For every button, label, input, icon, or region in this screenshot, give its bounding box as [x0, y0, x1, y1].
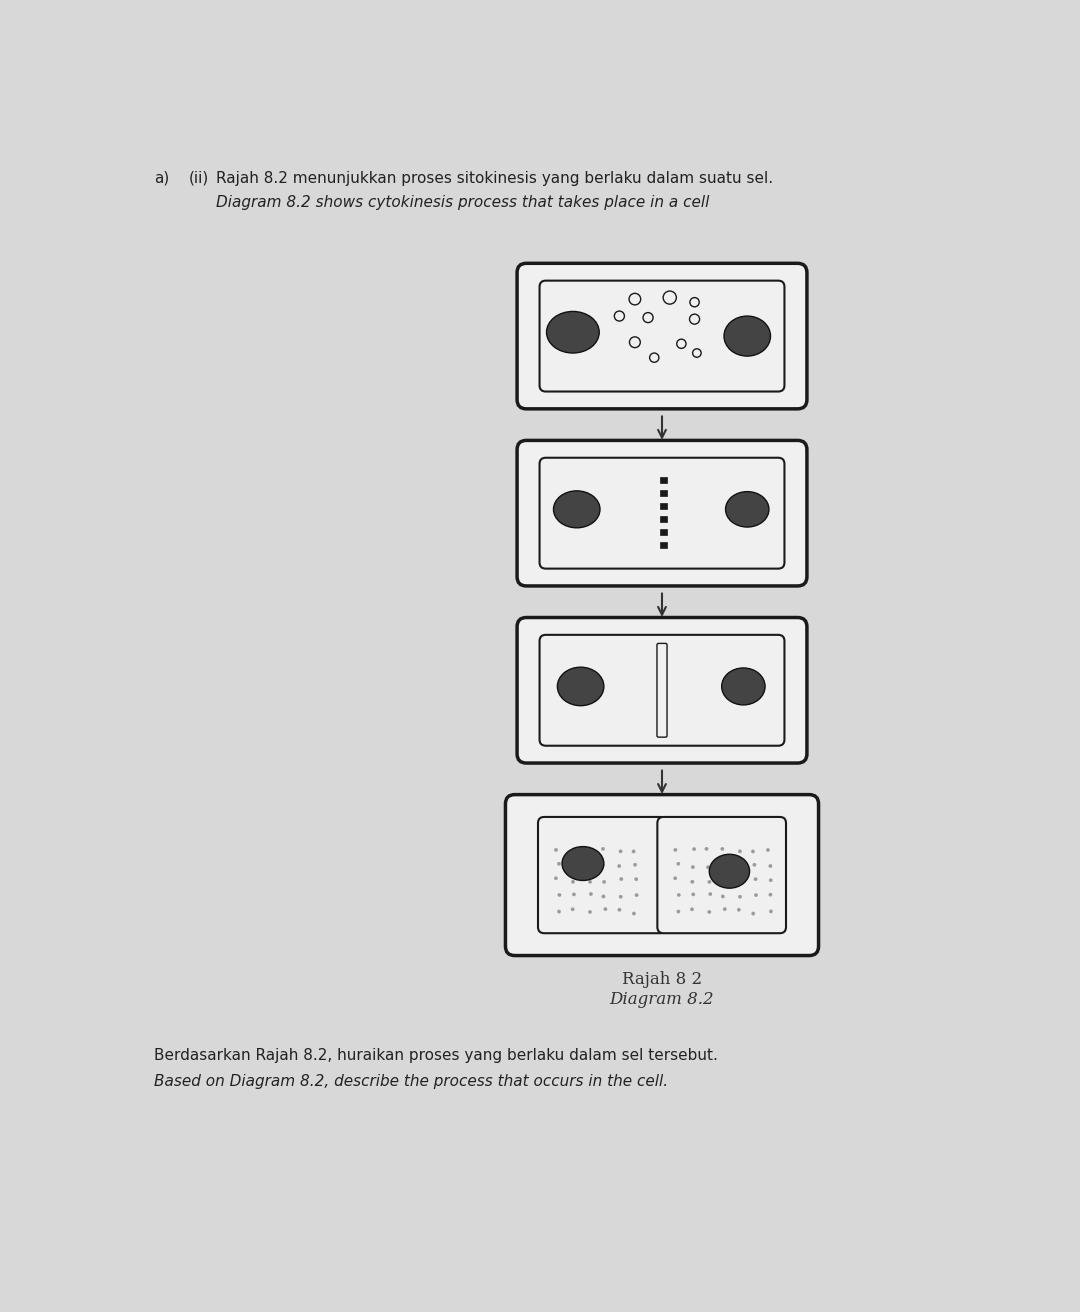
Circle shape — [739, 878, 742, 880]
Ellipse shape — [721, 668, 765, 705]
Circle shape — [754, 878, 757, 880]
Circle shape — [720, 848, 724, 850]
Circle shape — [571, 908, 575, 911]
FancyBboxPatch shape — [517, 264, 807, 409]
Circle shape — [677, 893, 680, 896]
Circle shape — [586, 866, 591, 869]
Circle shape — [677, 909, 680, 913]
FancyBboxPatch shape — [538, 817, 666, 933]
FancyBboxPatch shape — [660, 516, 667, 522]
Circle shape — [604, 908, 607, 911]
FancyBboxPatch shape — [660, 491, 667, 496]
FancyBboxPatch shape — [660, 542, 667, 548]
Ellipse shape — [562, 846, 604, 880]
Ellipse shape — [724, 316, 770, 356]
Text: Diagram 8.2: Diagram 8.2 — [610, 992, 714, 1009]
Text: Based on Diagram 8.2, describe the process that occurs in the cell.: Based on Diagram 8.2, describe the proce… — [154, 1073, 669, 1089]
Circle shape — [674, 876, 677, 880]
Ellipse shape — [546, 311, 599, 353]
Circle shape — [721, 895, 725, 899]
Circle shape — [573, 848, 577, 850]
Circle shape — [632, 912, 635, 916]
Circle shape — [739, 895, 742, 899]
Circle shape — [707, 880, 711, 883]
Circle shape — [752, 850, 755, 853]
Circle shape — [632, 850, 635, 853]
FancyBboxPatch shape — [660, 478, 667, 483]
Text: a): a) — [154, 171, 170, 185]
Circle shape — [603, 880, 606, 883]
FancyBboxPatch shape — [660, 504, 667, 509]
FancyBboxPatch shape — [517, 618, 807, 764]
Text: Rajah 8 2: Rajah 8 2 — [622, 971, 702, 988]
Circle shape — [635, 878, 638, 880]
Circle shape — [602, 895, 605, 899]
Text: Diagram 8.2 shows cytokinesis process that takes place in a cell: Diagram 8.2 shows cytokinesis process th… — [216, 195, 710, 210]
Circle shape — [590, 892, 593, 896]
Ellipse shape — [710, 854, 750, 888]
Circle shape — [557, 909, 561, 913]
Circle shape — [633, 863, 637, 866]
Circle shape — [619, 895, 622, 899]
Text: (ii): (ii) — [189, 171, 210, 185]
Circle shape — [708, 892, 712, 896]
Circle shape — [600, 863, 604, 867]
Circle shape — [769, 865, 772, 867]
Circle shape — [620, 878, 623, 880]
Circle shape — [571, 866, 576, 869]
Circle shape — [723, 908, 727, 911]
Circle shape — [690, 880, 694, 883]
Circle shape — [554, 848, 557, 851]
Circle shape — [674, 848, 677, 851]
Circle shape — [707, 911, 711, 913]
Circle shape — [766, 849, 770, 851]
Circle shape — [554, 876, 557, 880]
Circle shape — [602, 848, 605, 850]
FancyBboxPatch shape — [657, 643, 667, 737]
Circle shape — [618, 865, 621, 867]
Circle shape — [706, 866, 710, 869]
Circle shape — [589, 880, 592, 883]
Ellipse shape — [726, 492, 769, 527]
Circle shape — [585, 848, 589, 850]
Circle shape — [691, 892, 696, 896]
Circle shape — [754, 893, 758, 897]
Circle shape — [737, 865, 740, 867]
Text: Berdasarkan Rajah 8.2, huraikan proses yang berlaku dalam sel tersebut.: Berdasarkan Rajah 8.2, huraikan proses y… — [154, 1048, 718, 1063]
Circle shape — [739, 850, 742, 853]
Circle shape — [618, 908, 621, 912]
Circle shape — [557, 862, 561, 866]
Circle shape — [571, 880, 575, 883]
Circle shape — [769, 879, 772, 882]
Circle shape — [619, 850, 622, 853]
FancyBboxPatch shape — [505, 795, 819, 955]
Circle shape — [557, 893, 562, 896]
Circle shape — [769, 909, 772, 913]
Circle shape — [589, 911, 592, 913]
Circle shape — [635, 893, 638, 897]
Circle shape — [691, 866, 694, 869]
Circle shape — [572, 892, 576, 896]
FancyBboxPatch shape — [660, 529, 667, 535]
Circle shape — [705, 848, 708, 850]
Circle shape — [720, 863, 724, 867]
Circle shape — [752, 912, 755, 916]
Circle shape — [738, 908, 741, 912]
Ellipse shape — [557, 668, 604, 706]
Circle shape — [677, 862, 680, 866]
Circle shape — [692, 848, 696, 850]
Ellipse shape — [554, 491, 600, 527]
Circle shape — [690, 908, 693, 911]
FancyBboxPatch shape — [658, 817, 786, 933]
Circle shape — [721, 880, 725, 883]
Text: Rajah 8.2 menunjukkan proses sitokinesis yang berlaku dalam suatu sel.: Rajah 8.2 menunjukkan proses sitokinesis… — [216, 171, 773, 185]
FancyBboxPatch shape — [517, 441, 807, 586]
Circle shape — [753, 863, 756, 866]
Circle shape — [769, 893, 772, 896]
